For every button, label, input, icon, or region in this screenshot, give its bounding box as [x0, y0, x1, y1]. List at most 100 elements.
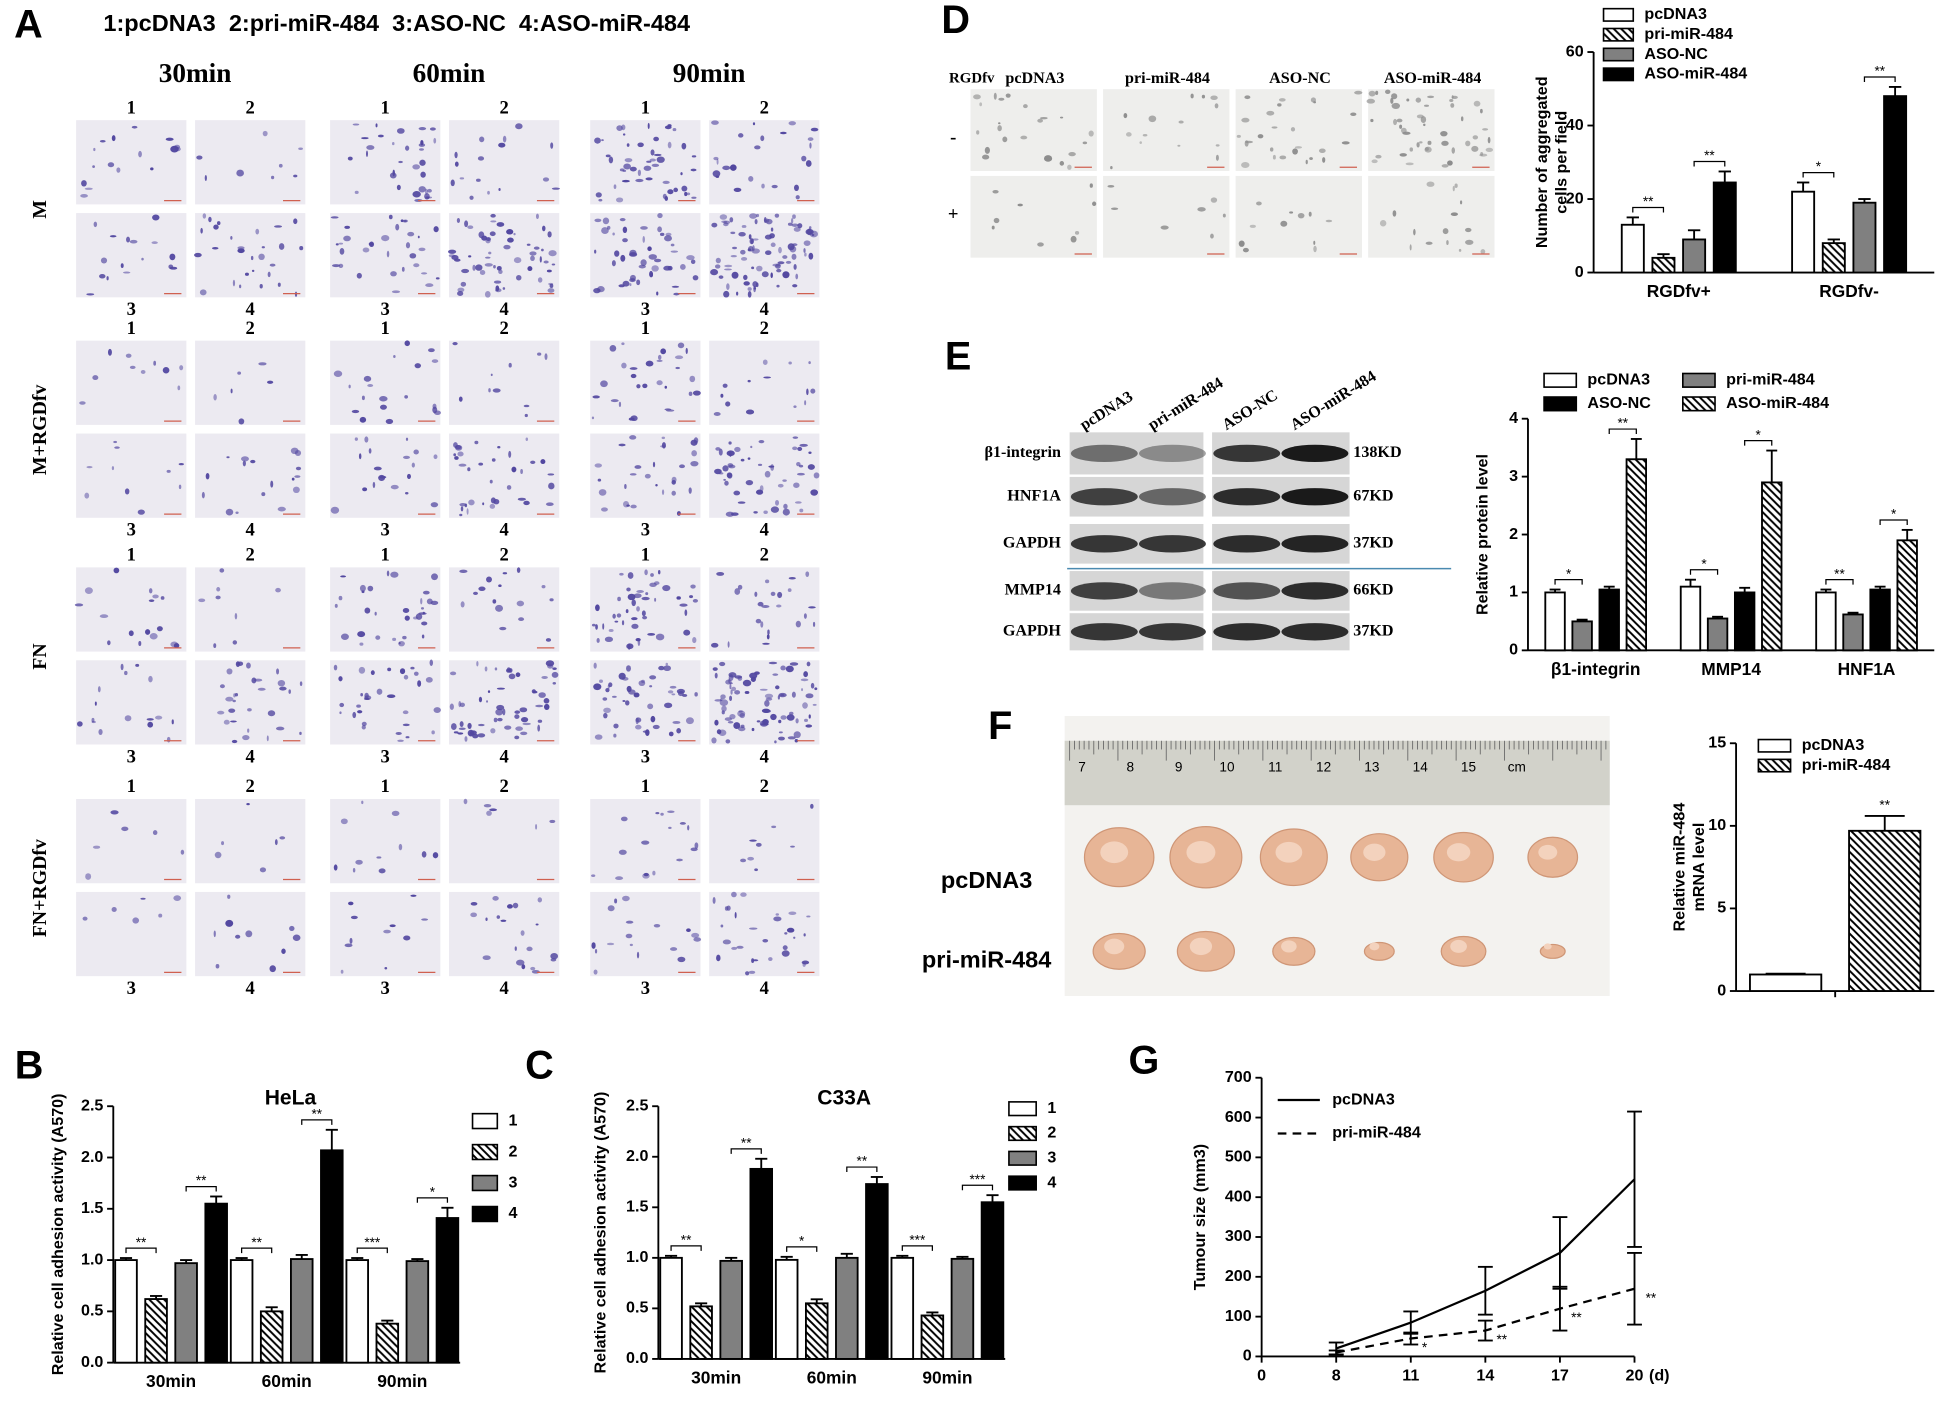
- cell: [637, 142, 644, 148]
- cell: [458, 701, 462, 708]
- cell: [358, 666, 366, 674]
- cell: [787, 588, 792, 593]
- cell: [720, 393, 724, 398]
- cell: [737, 584, 743, 590]
- cell: [357, 710, 363, 714]
- cell: [478, 696, 483, 703]
- cell: [259, 284, 263, 289]
- bar: [1883, 95, 1908, 274]
- micrograph-background: [449, 120, 560, 205]
- cell: [624, 158, 633, 163]
- cell: [234, 612, 238, 620]
- cell: [267, 710, 276, 717]
- cell: [784, 932, 788, 935]
- cell: [686, 928, 691, 933]
- size-label: 37KD: [1353, 535, 1393, 552]
- cell: [766, 634, 770, 640]
- cell: [246, 802, 250, 806]
- cell: [661, 489, 665, 495]
- bar: [804, 1302, 829, 1360]
- cell: [652, 461, 656, 468]
- cell: [548, 250, 557, 257]
- cell: [777, 591, 783, 599]
- cell: [520, 468, 523, 474]
- row-label: FN: [29, 643, 51, 670]
- cell: [621, 124, 626, 131]
- cell: [723, 290, 730, 298]
- bar: [1571, 620, 1593, 652]
- cell: [490, 373, 493, 377]
- x-tick-label: 90min: [922, 1367, 972, 1387]
- cell: [429, 659, 434, 666]
- cell: [618, 443, 626, 447]
- cell: [729, 695, 733, 702]
- cell: [281, 948, 286, 954]
- cell: [541, 584, 546, 589]
- cell: [479, 136, 485, 143]
- cell: [431, 730, 435, 735]
- micrograph-background: [590, 340, 701, 425]
- cell: [770, 242, 776, 248]
- cell: [1110, 165, 1113, 170]
- significance-bracket: [730, 1148, 762, 1154]
- cell: [516, 275, 522, 281]
- cell: [1440, 130, 1448, 137]
- cell: [1366, 98, 1375, 104]
- cell: [692, 636, 697, 644]
- x-tick-label: 0: [1257, 1367, 1266, 1385]
- blot-band: [1213, 582, 1281, 600]
- cell: [398, 641, 401, 645]
- cell: [724, 906, 729, 911]
- cell: [386, 694, 396, 699]
- cell: [782, 479, 787, 482]
- cell: [716, 954, 721, 962]
- micrograph: [330, 120, 441, 205]
- cell: [347, 156, 353, 161]
- position-label: 1: [641, 318, 650, 339]
- cell: [477, 733, 486, 738]
- cell: [636, 951, 640, 959]
- cell: [1059, 116, 1064, 119]
- cell: [657, 569, 661, 575]
- cell: [646, 160, 652, 163]
- cell: [1190, 93, 1194, 99]
- y-tick-label: 0.0: [81, 1353, 103, 1371]
- tumour-highlight: [1104, 938, 1125, 955]
- cell: [541, 248, 544, 252]
- position-label: 2: [760, 776, 769, 797]
- position-label: 3: [641, 520, 650, 541]
- legend-swatch: [1543, 396, 1578, 412]
- cell: [657, 354, 662, 360]
- legend-label: 4: [1047, 1173, 1056, 1191]
- cell: [494, 667, 498, 671]
- cell: [647, 633, 656, 636]
- cell: [384, 966, 388, 970]
- cell: [421, 272, 428, 275]
- cell: [671, 285, 680, 288]
- cell: [495, 288, 502, 293]
- micrograph: [76, 433, 187, 518]
- cell: [645, 177, 653, 181]
- cell: [626, 685, 632, 693]
- cell: [401, 266, 405, 272]
- cell: [689, 595, 694, 599]
- cell: [638, 264, 646, 269]
- cell: [768, 957, 773, 962]
- cell: [233, 693, 236, 698]
- cell: [402, 710, 409, 715]
- cell: [1425, 241, 1433, 245]
- cell: [754, 145, 761, 150]
- cell: [1441, 140, 1449, 146]
- cell: [672, 720, 681, 724]
- cell: [774, 740, 777, 744]
- legend-swatch: [471, 1205, 499, 1223]
- cell: [806, 388, 809, 396]
- row-label: M+RGDfv: [29, 385, 51, 476]
- cell: [630, 504, 637, 509]
- cell: [629, 943, 633, 947]
- cell: [215, 964, 220, 969]
- position-label: 3: [127, 978, 136, 999]
- cell: [690, 460, 699, 467]
- cell: [724, 268, 732, 271]
- micrograph: [330, 799, 441, 884]
